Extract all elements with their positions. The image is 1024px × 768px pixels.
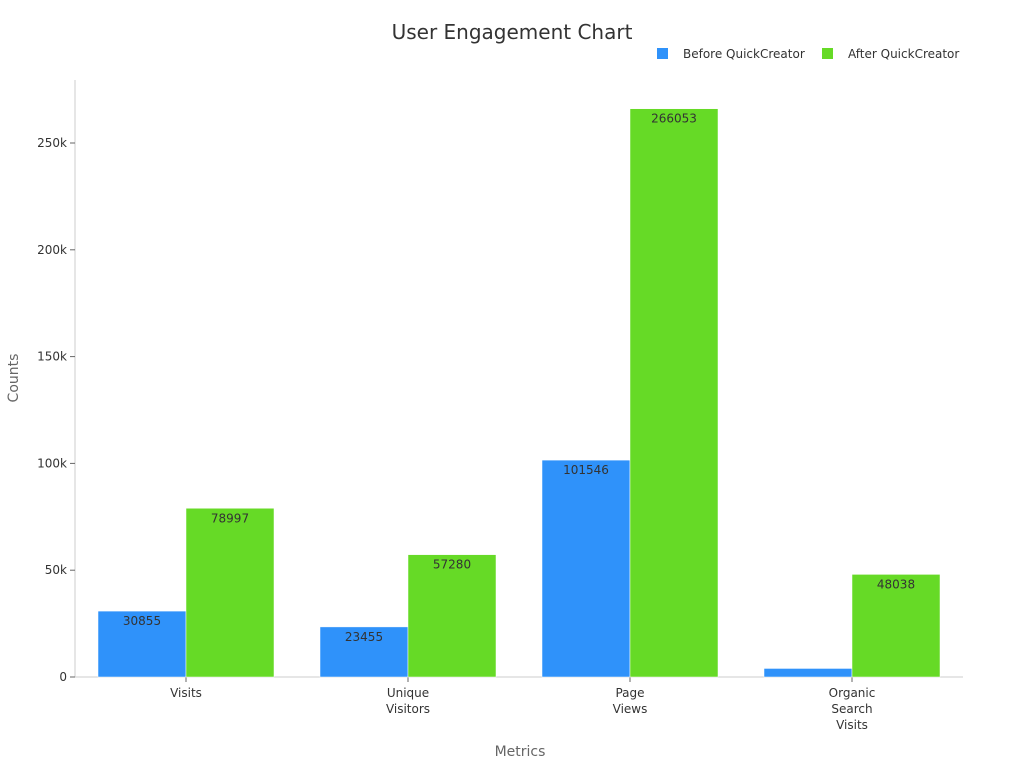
x-tick-label: Organic Search Visits: [829, 686, 876, 732]
bar: [763, 668, 853, 678]
axes: 0 50k 100k 150k 200k 250k Visits Unique Visitors…: [37, 80, 963, 732]
y-tick-label: 0: [59, 670, 67, 684]
data-label: 101546: [563, 463, 609, 477]
data-label: 78997: [211, 511, 249, 525]
bar: [407, 554, 497, 678]
bar: [319, 626, 409, 678]
bar: [185, 508, 275, 678]
chart-title: User Engagement Chart: [392, 20, 633, 44]
x-tick-label: Visits: [170, 686, 202, 700]
bar: [851, 574, 941, 678]
bar: [97, 610, 187, 678]
data-label: 48038: [877, 577, 915, 591]
x-axis-title: Metrics: [495, 744, 546, 760]
x-tick-label: Unique Visitors: [386, 686, 430, 716]
legend-label: Before QuickCreator: [683, 47, 805, 61]
x-tick-label: Page Views: [613, 686, 648, 716]
data-label: 23455: [345, 630, 383, 644]
y-tick-label: 50k: [45, 563, 67, 577]
bars: [97, 108, 941, 678]
y-axis-title: Counts: [6, 354, 22, 403]
y-tick-label: 250k: [37, 136, 67, 150]
data-labels: 30855 78997 23455 57280 101546 266053 48038: [123, 112, 915, 644]
legend-swatch: [657, 48, 668, 59]
bar: [541, 459, 631, 678]
legend-label: After QuickCreator: [848, 47, 959, 61]
bar: [629, 108, 719, 678]
y-tick-label: 200k: [37, 243, 67, 257]
legend: Before QuickCreator After QuickCreator: [657, 47, 959, 61]
y-tick-label: 150k: [37, 350, 67, 364]
data-label: 57280: [433, 558, 471, 572]
y-tick-label: 100k: [37, 456, 67, 470]
data-label: 266053: [651, 112, 697, 126]
data-label: 30855: [123, 614, 161, 628]
legend-swatch: [822, 48, 833, 59]
